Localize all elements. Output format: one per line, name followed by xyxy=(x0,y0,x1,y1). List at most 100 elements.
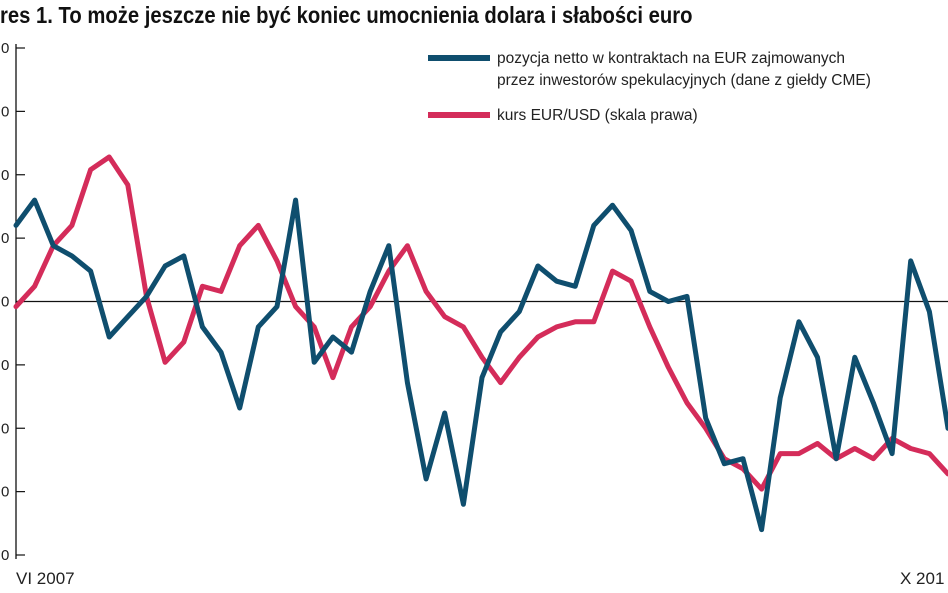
y-tick-label: 0 xyxy=(1,103,9,120)
data-point xyxy=(442,410,447,416)
data-point xyxy=(144,294,149,299)
y-tick-label: 0 xyxy=(1,420,9,437)
data-point xyxy=(88,268,93,274)
data-point xyxy=(535,334,541,340)
data-point xyxy=(32,197,37,203)
data-point xyxy=(647,324,652,330)
data-point xyxy=(312,324,317,330)
data-point xyxy=(535,263,541,269)
data-point xyxy=(517,355,522,360)
data-point xyxy=(200,284,205,289)
data-point xyxy=(796,451,802,456)
data-point xyxy=(423,289,429,294)
data-point xyxy=(815,355,820,360)
data-point xyxy=(349,350,354,355)
y-tick-label: 0 xyxy=(1,547,9,564)
data-point xyxy=(945,426,948,431)
data-point xyxy=(218,289,224,294)
data-point xyxy=(237,243,242,248)
y-tick-label: 0 xyxy=(1,230,9,247)
data-point xyxy=(889,451,895,456)
data-point xyxy=(107,154,112,160)
data-point xyxy=(330,375,336,380)
data-point xyxy=(293,197,298,203)
data-point xyxy=(423,476,429,482)
data-point xyxy=(293,304,298,309)
data-point xyxy=(796,319,802,324)
data-point xyxy=(647,289,652,294)
data-point xyxy=(349,324,354,330)
data-point xyxy=(628,228,634,233)
y-tick-label: 0 xyxy=(1,294,9,311)
data-point xyxy=(461,502,466,507)
data-point xyxy=(256,223,261,228)
data-point xyxy=(13,304,19,309)
y-tick-label: 0 xyxy=(1,40,9,57)
data-point xyxy=(591,223,597,228)
data-point xyxy=(274,258,280,264)
data-point xyxy=(610,268,615,274)
data-point xyxy=(51,243,56,248)
data-point xyxy=(628,279,634,284)
data-point xyxy=(405,243,410,248)
data-point xyxy=(237,405,242,411)
data-point xyxy=(69,253,75,259)
series-layer xyxy=(13,154,948,533)
data-point xyxy=(554,324,559,330)
series-line-positions xyxy=(13,197,948,533)
data-point xyxy=(871,456,876,461)
data-point xyxy=(666,299,671,304)
data-point xyxy=(852,446,857,451)
data-point xyxy=(125,314,131,319)
data-point xyxy=(815,441,820,446)
legend-label-positions: pozycja netto w kontraktach na EUR zajmo… xyxy=(497,50,871,89)
data-point xyxy=(591,319,597,324)
chart-title: res 1. To może jeszcze nie być koniec um… xyxy=(0,2,693,28)
data-point xyxy=(554,279,559,284)
y-tick-label: 0 xyxy=(1,484,9,501)
data-point xyxy=(442,314,447,319)
y-axis-ticks: 0 0 0 0 0 0 0 0 0 xyxy=(1,40,25,564)
legend-background xyxy=(416,40,948,130)
series-line-eurusd xyxy=(13,154,948,492)
data-point xyxy=(367,289,373,294)
data-point xyxy=(367,304,373,309)
data-point xyxy=(312,360,317,365)
data-point xyxy=(871,400,876,406)
data-point xyxy=(107,334,112,340)
data-point xyxy=(405,380,410,385)
data-point xyxy=(927,309,932,314)
data-point xyxy=(610,202,615,208)
data-point xyxy=(200,324,205,330)
data-point xyxy=(740,456,746,461)
legend: pozycja netto w kontraktach na EUR zajmo… xyxy=(416,40,948,130)
data-point xyxy=(256,324,261,330)
data-point xyxy=(573,284,578,289)
data-point xyxy=(722,461,727,466)
data-point xyxy=(908,446,913,451)
data-point xyxy=(125,182,131,188)
data-point xyxy=(181,339,186,345)
legend-label-eurusd: kurs EUR/USD (skala prawa) xyxy=(497,107,698,124)
data-point xyxy=(479,355,485,360)
data-point xyxy=(181,253,186,259)
data-point xyxy=(684,400,690,406)
data-point xyxy=(573,319,578,324)
data-point xyxy=(703,415,708,421)
data-point xyxy=(517,309,522,314)
data-point xyxy=(13,223,19,228)
data-point xyxy=(69,223,75,228)
data-point xyxy=(461,324,466,330)
data-point xyxy=(684,294,690,299)
data-point xyxy=(498,329,503,335)
data-point xyxy=(945,471,948,477)
x-tick-label-end: X 201 xyxy=(900,569,944,588)
data-point xyxy=(162,360,168,365)
data-point xyxy=(274,304,280,309)
data-point xyxy=(88,167,93,172)
data-point xyxy=(32,284,37,289)
data-point xyxy=(218,350,224,355)
data-point xyxy=(330,334,336,340)
x-axis-tick-labels: VI 2007 X 201 xyxy=(16,569,944,588)
